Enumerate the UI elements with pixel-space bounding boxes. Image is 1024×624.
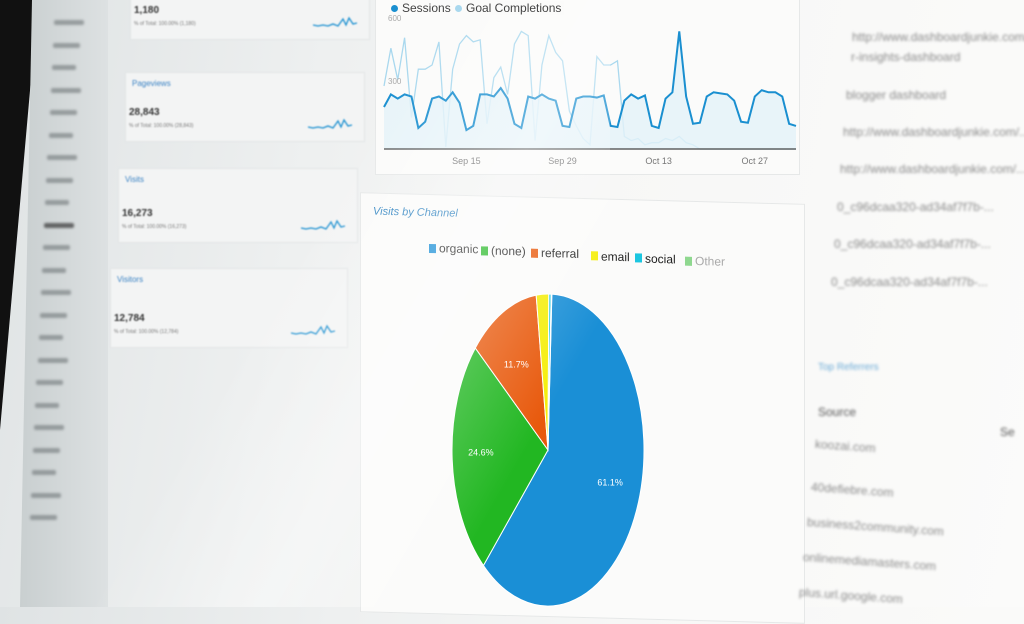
metric-label: Pageviews [132,79,171,88]
x-tick-label: Sep 15 [452,156,481,166]
sparkline [301,219,345,230]
metric-label: Visits [125,175,144,184]
sidebar-item[interactable] [38,335,63,340]
sidebar-item[interactable] [51,65,76,70]
metric-label: Visitors [117,275,144,284]
sidebar-item[interactable] [36,380,64,385]
sidebar-item[interactable] [48,132,73,138]
pie-slice-label: 24.6% [468,448,494,458]
page-path-link[interactable]: r-insights-dashboard [851,50,961,64]
sidebar-item[interactable] [33,447,61,453]
sessions-line-chart: 300 600 Sep 15 Sep 29 Oct 13 Oct 27 [383,14,797,166]
sidebar-item[interactable] [50,87,81,93]
page-path-link[interactable]: 0_c96dcaa320-ad34af7f7b-... [837,200,994,214]
sidebar-item[interactable] [54,20,84,25]
pie-slice-none[interactable] [451,347,549,567]
page-path-link[interactable]: http://www.dashboardjunkie.com/... [843,125,1024,139]
line-chart-panel: 300 600 Sep 15 Sep 29 Oct 13 Oct 27 [375,0,800,175]
page-path-link[interactable]: 0_c96dcaa320-ad34af7f7b-... [831,275,988,289]
metric-value: 16,273 [122,208,153,219]
legend-label: Sessions [402,1,451,15]
pie-slice-referral[interactable] [474,294,549,452]
metric-subtext: % of Total: 100.00% (12,784) [114,329,179,335]
sparkline [291,324,335,335]
metric-card: Visits 16,273 % of Total: 100.00% (16,27… [118,168,358,243]
page-path-link[interactable]: http://www.dashboardjunkie.com/... [852,30,1024,44]
sidebar-item[interactable] [49,110,77,115]
sidebar-item[interactable] [37,357,68,363]
sidebar-item[interactable] [39,312,67,318]
sessions-swatch [391,4,398,12]
page-path-link[interactable]: blogger dashboard [846,88,947,102]
sidebar-item[interactable] [29,515,57,520]
sidebar-item[interactable] [34,425,65,430]
x-tick-label: Sep 29 [548,156,577,166]
sidebar-item[interactable] [46,177,74,183]
pie-slice-Other[interactable] [547,293,553,451]
legend-sessions[interactable]: Sessions [388,1,454,15]
sidebar-item[interactable] [44,222,75,228]
metric-card: Pageviews 28,843 % of Total: 100.00% (28… [125,72,365,142]
sparkline [313,16,357,27]
pie-slice-label: 11.7% [504,359,529,369]
goal-swatch [455,4,462,12]
metric-value: 1,180 [134,5,160,16]
x-tick-label: Oct 27 [742,156,769,166]
sidebar-item[interactable] [45,200,70,205]
metric-card: Visitors 12,784 % of Total: 100.00% (12,… [110,268,348,348]
sidebar-item[interactable] [40,290,71,295]
pie-slice-label: 61.1% [597,477,623,487]
sidebar-item[interactable] [47,155,78,160]
referrers-title[interactable]: Top Referrers [818,362,879,373]
y-tick-label: 300 [388,77,402,86]
legend-goal-completions[interactable]: Goal Completions [452,1,565,15]
sidebar [20,0,108,607]
sessions-area [384,31,796,149]
sidebar-item[interactable] [43,245,70,250]
visits-pie-chart: 61.1% 24.6% 11.7% [451,293,645,607]
sparkline [308,118,352,129]
sidebar-item[interactable] [35,402,60,408]
sessions-line [383,31,797,132]
source-column-header[interactable]: Source [818,405,857,419]
metric-subtext: % of Total: 100.00% (16,273) [122,224,187,230]
pie-slice-organic[interactable] [482,293,645,607]
metric-card: 1,180 % of Total: 100.00% (1,180) [130,0,370,40]
y-tick-label: 600 [388,14,402,23]
page-path-link[interactable]: http://www.dashboardjunkie.com/... [840,162,1024,176]
x-tick-label: Oct 13 [645,156,672,166]
legend-label: Goal Completions [466,1,562,15]
metric-subtext: % of Total: 100.00% (1,180) [134,21,196,27]
sidebar-item[interactable] [32,470,56,475]
metric-value: 28,843 [129,107,160,118]
sidebar-item[interactable] [52,42,80,48]
metric-value: 12,784 [114,313,145,324]
sidebar-item[interactable] [41,267,66,273]
metric-subtext: % of Total: 100.00% (28,843) [129,123,194,129]
page-path-link[interactable]: 0_c96dcaa320-ad34af7f7b-... [834,237,991,251]
sessions-column-header[interactable]: Se [1000,425,1015,439]
sidebar-item[interactable] [30,492,61,498]
